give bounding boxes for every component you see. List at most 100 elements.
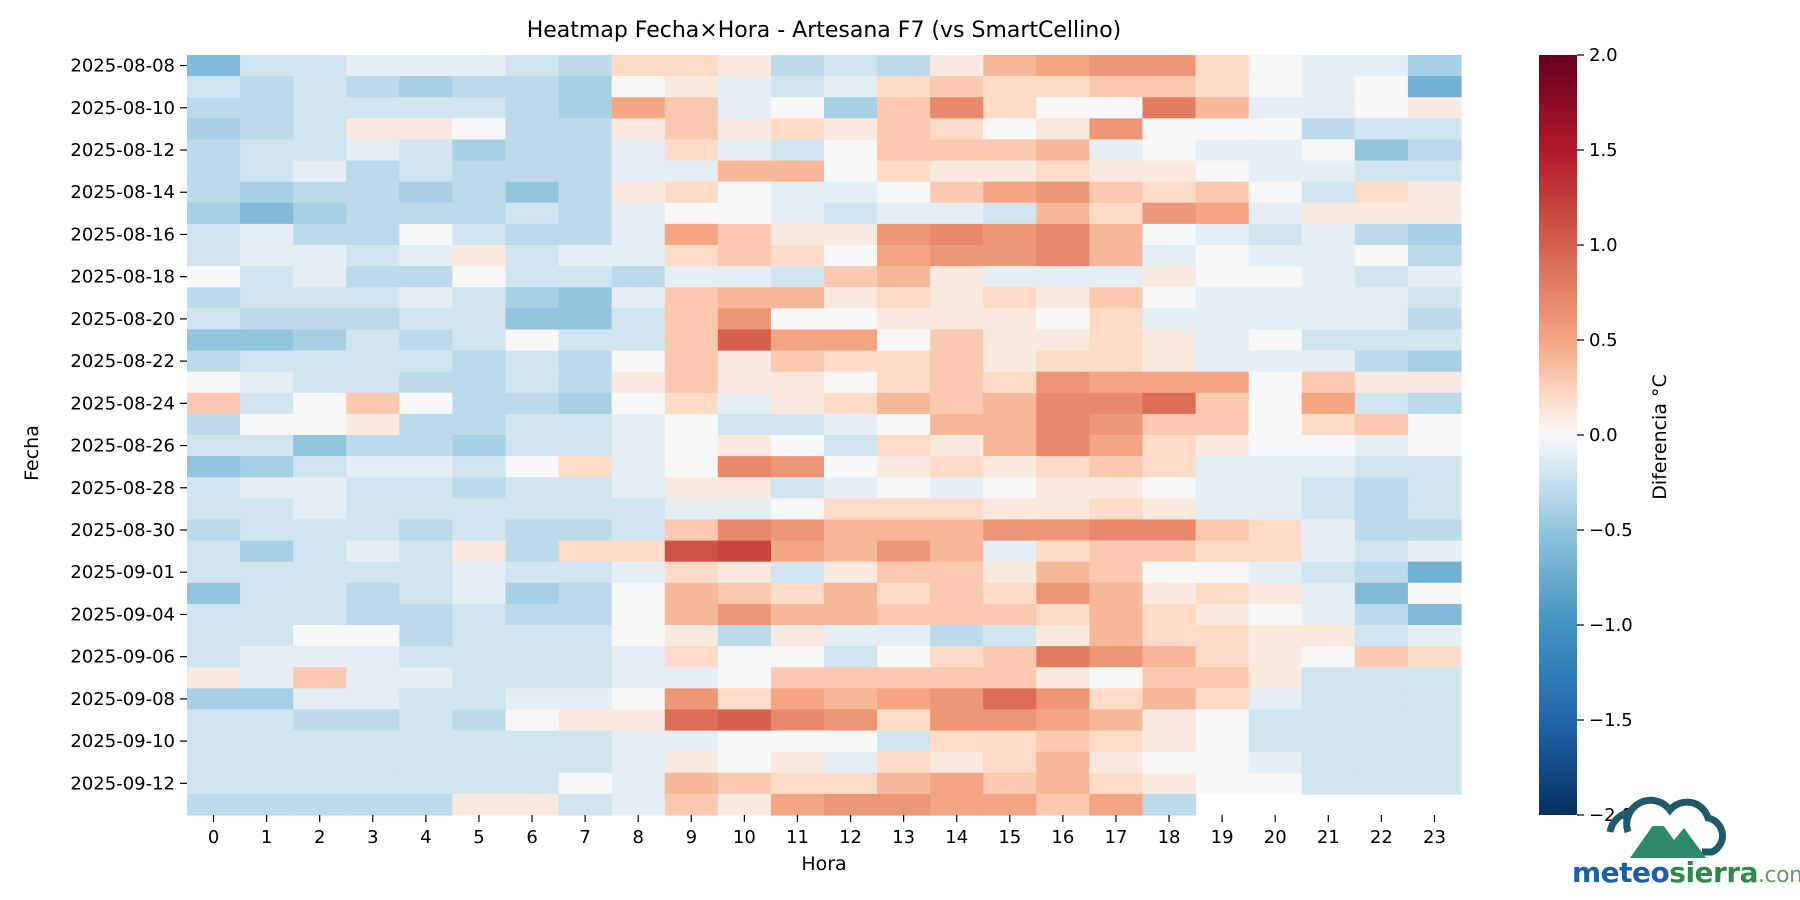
heatmap-cell — [717, 772, 772, 795]
heatmap-cell — [1407, 751, 1462, 774]
heatmap-cell — [1248, 55, 1303, 77]
heatmap-cell — [346, 709, 400, 732]
heatmap-cell — [983, 519, 1037, 542]
heatmap-cell — [877, 793, 931, 816]
heatmap-cell — [452, 498, 507, 521]
heatmap-cell — [240, 730, 294, 753]
heatmap-cell — [1301, 392, 1356, 415]
heatmap-cell — [1036, 287, 1091, 309]
heatmap-cell — [187, 245, 241, 267]
y-tick-label: 2025-08-26 — [70, 436, 175, 457]
heatmap-cell — [558, 582, 613, 605]
heatmap-cell — [505, 266, 560, 288]
colorbar-tick-label: −1.0 — [1589, 615, 1633, 636]
heatmap-cell — [770, 603, 825, 626]
heatmap-cell — [1036, 603, 1091, 626]
heatmap-cell — [452, 266, 507, 288]
heatmap-cell — [1195, 350, 1250, 373]
heatmap-cell — [240, 688, 294, 711]
heatmap-cell — [240, 413, 294, 436]
heatmap-cell — [293, 371, 347, 394]
heatmap-cell — [664, 625, 719, 647]
heatmap-cell — [452, 751, 507, 774]
heatmap-cell — [240, 435, 294, 457]
heatmap-cell — [1036, 413, 1091, 436]
heatmap-cell — [824, 97, 878, 119]
heatmap-cell — [1142, 350, 1197, 373]
heatmap-cell — [293, 540, 347, 563]
heatmap-cell — [1301, 772, 1356, 795]
heatmap-cell — [930, 582, 984, 605]
heatmap-cell — [770, 202, 825, 225]
heatmap-cell — [717, 392, 772, 415]
heatmap-cell — [1142, 519, 1197, 542]
heatmap-cell — [1089, 519, 1144, 542]
heatmap-cell — [770, 625, 825, 647]
heatmap-cell — [187, 625, 241, 647]
heatmap-cell — [877, 160, 931, 183]
heatmap-cell — [930, 456, 984, 478]
heatmap-cell — [664, 181, 719, 204]
heatmap-cell — [717, 540, 772, 563]
x-tick-label: 21 — [1317, 827, 1340, 848]
heatmap-cell — [1407, 371, 1462, 394]
heatmap-cell — [1301, 371, 1356, 394]
heatmap-cell — [399, 477, 454, 499]
heatmap-cell — [187, 772, 241, 795]
heatmap-cell — [240, 709, 294, 732]
colorbar — [1539, 55, 1577, 815]
x-axis-label: Hora — [801, 853, 847, 875]
heatmap-cell — [717, 266, 772, 288]
heatmap-cell — [877, 456, 931, 478]
heatmap-cell — [1354, 308, 1409, 331]
heatmap-cell — [1354, 435, 1409, 457]
heatmap-cell — [1301, 350, 1356, 373]
heatmap-cell — [983, 308, 1037, 331]
heatmap-cell — [824, 287, 878, 309]
heatmap-cell — [293, 751, 347, 774]
heatmap-cell — [1301, 646, 1356, 668]
heatmap-cell — [399, 582, 454, 605]
heatmap-cell — [983, 413, 1037, 436]
heatmap-cell — [1142, 646, 1197, 668]
heatmap-cell — [1195, 139, 1250, 162]
heatmap-cell — [770, 392, 825, 415]
heatmap-cell — [877, 97, 931, 119]
heatmap-cell — [399, 413, 454, 436]
heatmap-cell — [293, 76, 347, 98]
heatmap-cell — [505, 371, 560, 394]
heatmap-cell — [558, 751, 613, 774]
heatmap-cell — [505, 667, 560, 689]
heatmap-cell — [1248, 118, 1303, 141]
heatmap-cell — [452, 772, 507, 795]
heatmap-cell — [1142, 202, 1197, 225]
heatmap-cell — [770, 97, 825, 119]
heatmap-cell — [293, 793, 347, 816]
heatmap-cell — [770, 435, 825, 457]
heatmap-cell — [1142, 688, 1197, 711]
heatmap-cell — [558, 308, 613, 331]
heatmap-cell — [1036, 519, 1091, 542]
heatmap-cell — [983, 202, 1037, 225]
heatmap-cell — [1142, 287, 1197, 309]
heatmap-cell — [452, 435, 507, 457]
heatmap-cell — [1354, 688, 1409, 711]
heatmap-cell — [824, 793, 878, 816]
heatmap-cell — [877, 498, 931, 521]
heatmap-cell — [664, 245, 719, 267]
heatmap-cell — [824, 55, 878, 77]
heatmap-cell — [1195, 625, 1250, 647]
colorbar-tick-label: −1.5 — [1589, 710, 1633, 731]
heatmap-cell — [1354, 392, 1409, 415]
heatmap-cell — [1301, 709, 1356, 732]
heatmap-cell — [240, 181, 294, 204]
x-tick-label: 10 — [733, 827, 756, 848]
heatmap-cell — [930, 350, 984, 373]
heatmap-cell — [558, 625, 613, 647]
heatmap-cell — [452, 181, 507, 204]
heatmap-cell — [187, 540, 241, 563]
heatmap-cell — [1036, 55, 1091, 77]
x-tick-label: 9 — [686, 827, 697, 848]
heatmap-cell — [558, 55, 613, 77]
heatmap-cell — [452, 646, 507, 668]
